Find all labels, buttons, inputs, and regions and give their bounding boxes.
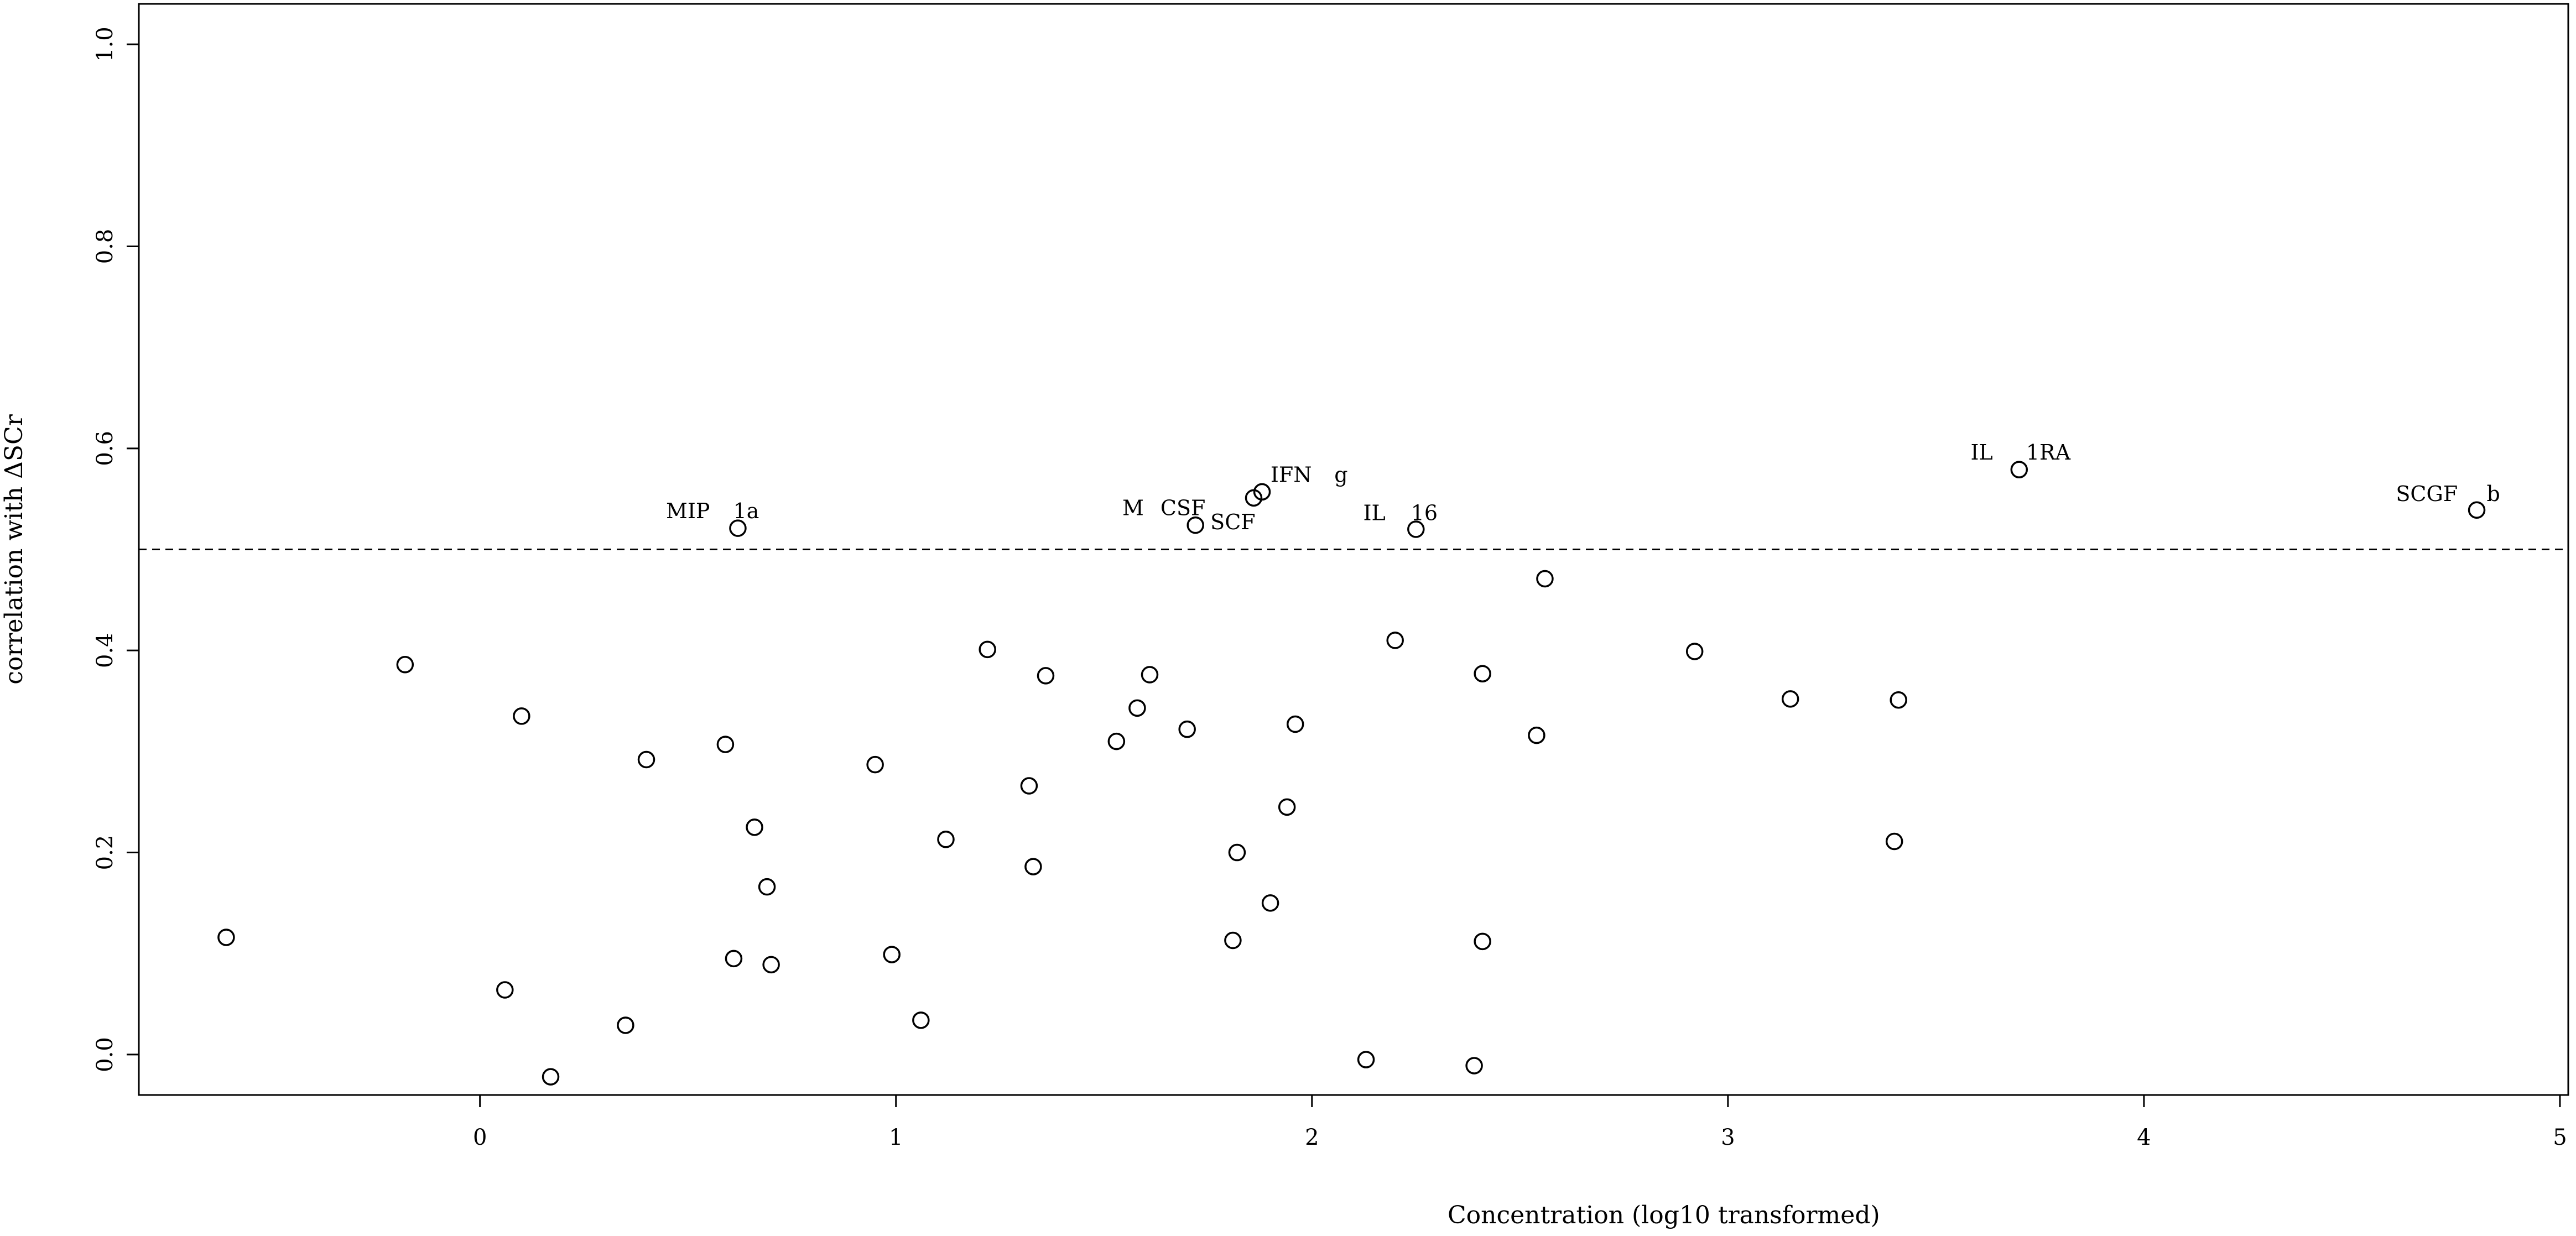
- point-annotation: M: [1122, 496, 1144, 520]
- x-tick-label: 3: [1721, 1125, 1735, 1150]
- data-point: [1128, 699, 1146, 717]
- data-point: [1024, 858, 1042, 875]
- data-point: [1253, 483, 1271, 501]
- data-point: [758, 878, 776, 896]
- point-annotation: IL: [1970, 440, 1992, 465]
- data-point: [617, 1016, 634, 1034]
- point-annotation: IL: [1363, 501, 1385, 525]
- data-point: [1528, 726, 1545, 744]
- data-point: [1037, 667, 1055, 685]
- data-point: [746, 818, 763, 836]
- data-point: [2468, 501, 2486, 519]
- x-tick-label: 1: [889, 1125, 903, 1150]
- y-axis-title: correlation with ΔSCr: [0, 414, 28, 684]
- data-point: [1474, 932, 1491, 951]
- data-points: [217, 461, 2486, 1086]
- point-annotation: SCGF: [2396, 482, 2458, 506]
- data-point: [937, 831, 955, 848]
- data-point: [1107, 732, 1126, 750]
- data-point: [1357, 1051, 1375, 1068]
- data-point: [1186, 516, 1204, 534]
- data-point: [1474, 665, 1491, 682]
- point-annotation: g: [1334, 462, 1347, 487]
- data-point: [725, 950, 743, 968]
- data-point: [1407, 520, 1425, 538]
- point-annotation: IFN: [1271, 462, 1312, 487]
- point-annotation: 1a: [733, 499, 759, 523]
- data-point: [637, 750, 655, 769]
- data-point: [1286, 715, 1304, 733]
- data-point: [513, 707, 530, 725]
- data-point: [1465, 1057, 1483, 1075]
- x-tick-label: 4: [2137, 1125, 2151, 1150]
- y-tick-label: 1.0: [92, 27, 118, 62]
- data-point: [1781, 690, 1799, 708]
- y-tick-label: 0.0: [92, 1037, 118, 1072]
- data-point: [542, 1068, 560, 1086]
- point-annotation: 1RA: [2026, 440, 2071, 465]
- x-tick-label: 5: [2553, 1125, 2567, 1150]
- data-point: [866, 755, 884, 774]
- data-point: [217, 929, 235, 946]
- x-tick-label: 2: [1305, 1125, 1319, 1150]
- y-tick-label: 0.2: [92, 835, 118, 870]
- data-point: [1020, 777, 1038, 795]
- point-annotation: 16: [1411, 501, 1438, 525]
- data-point: [883, 946, 901, 963]
- data-point: [1890, 691, 1907, 709]
- y-tick-label: 0.8: [92, 229, 118, 264]
- point-annotation: b: [2486, 482, 2500, 506]
- y-tick-label: 0.6: [92, 431, 118, 466]
- x-axis: 0 1 2 3 4 5: [473, 1094, 2567, 1150]
- data-point: [1261, 894, 1279, 912]
- data-point: [396, 656, 414, 674]
- data-point: [1536, 570, 1554, 588]
- data-point: [1685, 643, 1704, 660]
- data-point: [1224, 931, 1242, 950]
- data-point: [496, 981, 514, 999]
- data-point: [1885, 832, 1903, 851]
- y-axis: 0.0 0.2 0.4 0.6 0.8 1.0: [92, 27, 140, 1072]
- x-tick-label: 0: [473, 1125, 487, 1150]
- data-point: [716, 736, 735, 753]
- point-annotation: MIP: [666, 499, 710, 523]
- data-point: [1386, 632, 1404, 649]
- data-point: [912, 1011, 930, 1029]
- data-point: [979, 640, 996, 659]
- y-tick-label: 0.4: [92, 633, 118, 668]
- data-point: [729, 519, 747, 537]
- data-point: [762, 956, 780, 974]
- point-annotation: SCF: [1210, 510, 1255, 534]
- data-point: [1228, 843, 1246, 862]
- data-point: [1178, 720, 1196, 738]
- point-annotation: CSF: [1160, 496, 1205, 520]
- x-axis-title: Concentration (log10 transformed): [1448, 1201, 1880, 1229]
- data-point: [1141, 666, 1159, 684]
- data-point: [1278, 798, 1296, 816]
- data-point: [2010, 461, 2028, 478]
